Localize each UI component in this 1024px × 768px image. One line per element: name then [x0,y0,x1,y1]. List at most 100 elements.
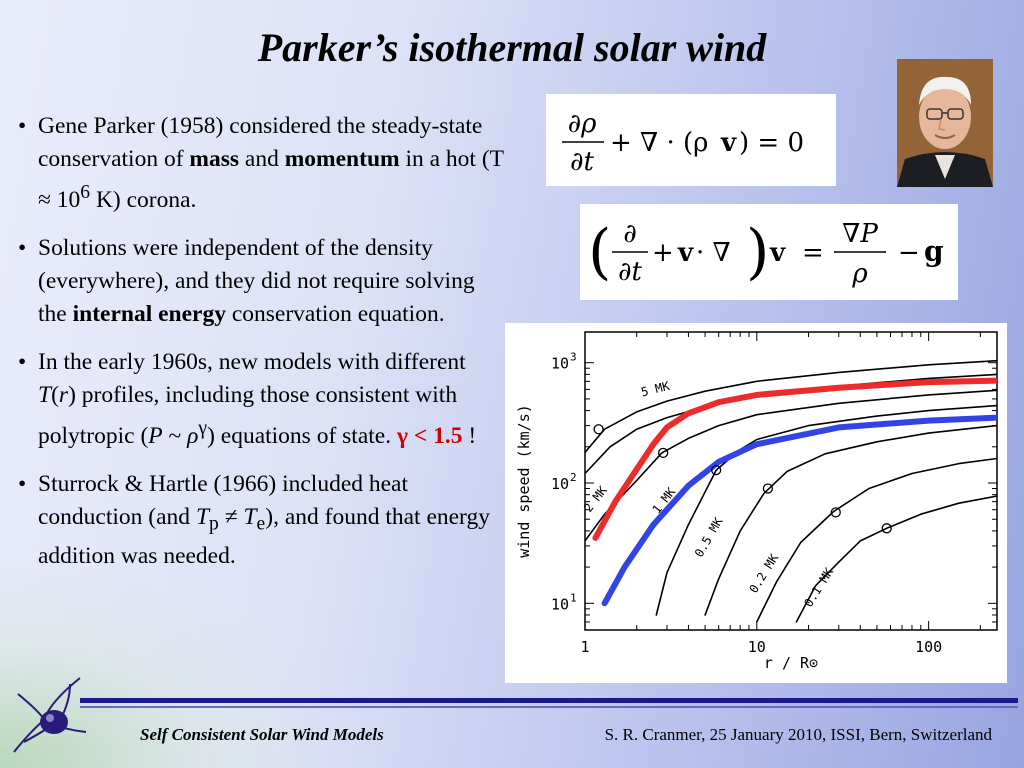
isothermal-curve [795,495,997,623]
eq2-partial: ∂ [623,219,636,249]
bullet-text: ! [462,422,477,449]
isothermal-curve [655,404,997,616]
footer-credit: S. R. Cranmer, 25 January 2010, ISSI, Be… [604,725,992,744]
bullet-text: Sturrock & Hartle (1966) included heat c… [38,470,409,530]
bullet-item: • Sturrock & Hartle (1966) included heat… [18,468,508,574]
footer-rule [80,698,1018,703]
portrait-illustration [897,59,993,187]
bullet-dot: • [18,348,27,375]
x-axis-label: r / R⊙ [764,654,818,672]
eq2-density: ρ [851,259,868,289]
eq2-velocity-2: v [769,238,786,268]
y-tick-label: 10 [551,475,569,493]
eq2-gradient-p: ∇P [842,219,878,249]
eq1-velocity: v [720,128,737,158]
bullet-text: Gene Parker (1958) considered the steady… [38,113,483,172]
continuity-equation: ∂ρ ∂t + ∇ · (ρ v ) = 0 [546,94,836,186]
momentum-equation: ( ∂ ∂t + v · ∇ ) v = ∇P ρ − g [580,204,958,300]
curve-label: 0.5 MK [692,514,726,559]
bullet-list: • Gene Parker (1958) considered the stea… [18,110,508,588]
bullet-bold: mass [189,146,240,172]
eq2-left-paren: ( [588,217,611,287]
critical-point-marker [593,424,604,435]
bullet-dot: • [18,234,27,261]
eq1-numerator: ∂ρ [568,109,597,139]
chart-series [585,359,997,623]
curve-label: 5 MK [640,379,672,400]
eq2-partial-t: ∂t [618,257,642,287]
x-tick-label: 1 [580,638,589,656]
bullet-sup: 6 [80,182,91,203]
comet-logo [13,677,87,753]
footer-rule-thin [80,706,1018,708]
curve-label: 0.1 MK [801,565,836,610]
isothermal-curve [704,424,997,616]
bullet-text: equations of state. [214,422,397,449]
bullet-dot: • [18,470,27,497]
y-tick-label: 10 [551,595,569,613]
bullet-italic: P [148,422,163,449]
bullet-italic: T [243,503,257,530]
footer-title: Self Consistent Solar Wind Models [140,725,384,744]
y-tick-exponent: 2 [570,471,577,484]
isothermal-curve [585,359,997,454]
slide-title: Parker’s isothermal solar wind [257,25,767,70]
plot-frame [584,331,998,631]
eq1-divergence-term: + ∇ · (ρ [610,128,708,158]
eq2-gravity: g [924,235,944,268]
bullet-sub: p [209,513,219,535]
bullet-text: conservation equation. [225,300,445,327]
critical-point-marker [830,507,841,518]
critical-point-marker [657,447,669,459]
eq2-velocity-1: v [677,238,694,268]
bullet-text: ), and found that energy addition was ne… [38,503,490,570]
bullet-text: In the early 1960s, new models with diff… [38,348,466,375]
critical-points [593,424,892,534]
bullet-text: K) corona. [90,186,197,213]
critical-point-marker [881,523,892,534]
portrait-photo [897,59,993,187]
curve-label: 0.2 MK [746,551,781,596]
bullet-bold: momentum [284,146,400,172]
momentum-equation-svg: ( ∂ ∂t + v · ∇ ) v = ∇P ρ − g [588,217,944,289]
eq2-plus: + [652,238,674,268]
bullet-italic: r [58,381,69,408]
eq2-minus: − [898,238,920,268]
bullet-sub: e [256,513,266,535]
y-axis-label: wind speed (km/s) [515,404,533,558]
bullet-text: ≠ [218,503,244,530]
eq2-equals: = [802,238,824,268]
bullet-text: and [239,146,285,172]
background-glow [0,568,320,768]
eq2-dot-nabla: · ∇ [696,238,731,268]
bullet-text: ( [51,381,59,408]
wind-speed-chart: 1 10 100 10 1 10 2 10 3 5 MK 2 MK 1 MK 0.5 MK 0.2 MK… [505,323,1007,683]
x-tick-label: 100 [915,638,942,656]
y-tick-label: 10 [551,355,569,373]
blue-curve [601,414,997,607]
bullet-sup: γ [198,417,208,439]
critical-point-marker [711,464,722,476]
bullet-item: • In the early 1960s, new models with di… [18,346,508,453]
y-tick-exponent: 1 [570,591,577,604]
continuity-equation-svg: ∂ρ ∂t + ∇ · (ρ v ) = 0 [562,109,804,177]
bullet-item: • Gene Parker (1958) considered the stea… [18,110,508,217]
bullet-text: ~ [162,422,188,449]
bullet-bold: internal energy [72,300,226,327]
bullet-dot: • [18,113,27,139]
bullet-text: ) [207,422,215,449]
bullet-text: in a hot (T ≈ 10 [38,146,504,213]
bullet-text: Solutions were independent of the densit… [38,234,475,327]
gamma-highlight: γ < 1.5 [396,422,463,449]
y-tick-exponent: 3 [570,351,577,364]
eq1-rhs: ) = 0 [739,128,804,158]
bullet-italic: ρ [187,422,199,449]
bullet-italic: T [38,381,52,408]
bullet-text: ) profiles, including those consistent w… [38,381,458,449]
bullet-item: • Solutions were independent of the dens… [18,232,508,331]
red-curve [592,377,997,541]
isothermal-curve [756,457,997,623]
bullet-italic: T [195,503,210,530]
isothermal-curve [585,389,997,542]
